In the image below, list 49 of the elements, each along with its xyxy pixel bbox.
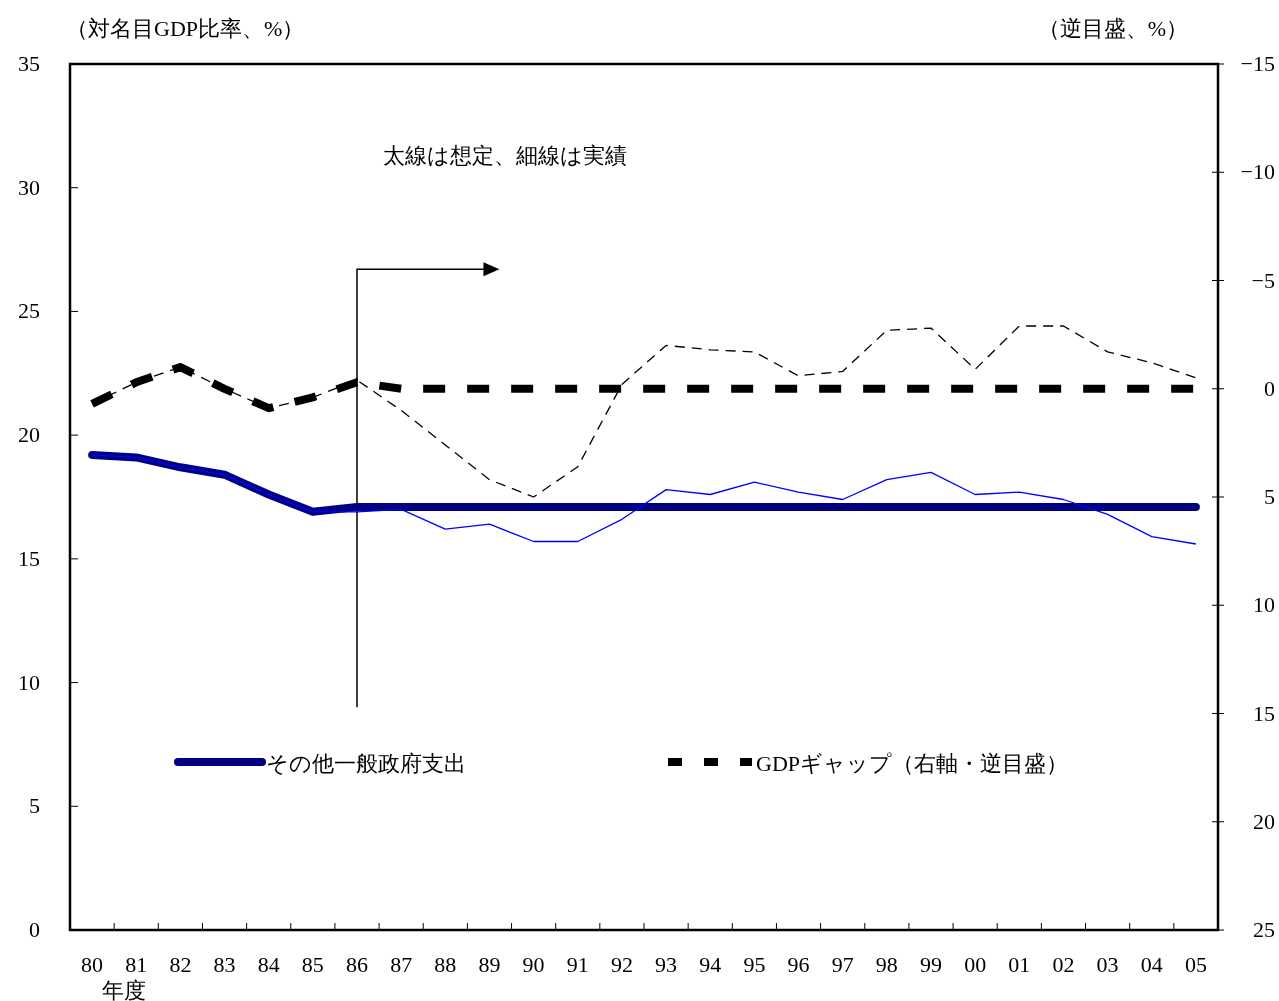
y2-tick-label: 15 (1253, 700, 1275, 726)
legend-label: GDPギャップ（右軸・逆目盛） (756, 751, 1069, 776)
x-tick-label: 91 (566, 952, 589, 977)
x-tick-label: 96 (787, 952, 810, 977)
y2-tick-label: 5 (1264, 484, 1275, 509)
y-tick-label: 0 (29, 917, 40, 942)
x-tick-label: 80 (81, 952, 104, 977)
x-tick-label: 95 (743, 952, 766, 977)
x-tick-label: 89 (478, 952, 501, 977)
x-tick-label: 84 (257, 952, 280, 977)
x-tick-label: 86 (346, 952, 368, 977)
x-tick-label: 82 (169, 952, 192, 977)
x-tick-label: 00 (964, 952, 987, 977)
y2-tick-label: −5 (1251, 267, 1275, 293)
y2-tick-label: 0 (1264, 375, 1275, 401)
x-tick-label: 90 (522, 952, 545, 977)
annotation: 太線は想定、細線は実績 (383, 143, 627, 168)
y-tick-label: 10 (18, 669, 40, 695)
x-tick-label: 05 (1184, 952, 1207, 977)
x-tick-label: 92 (610, 952, 633, 977)
x-tick-label: 88 (434, 952, 457, 977)
x-axis-title: 年度 (102, 978, 147, 1001)
y2-axis-title: （逆目盛、%） (1037, 16, 1188, 41)
y-tick-label: 5 (29, 793, 40, 819)
y2-tick-label: 20 (1253, 808, 1275, 834)
x-tick-label: 87 (390, 952, 413, 977)
x-tick-label: 93 (655, 952, 678, 977)
y2-tick-label: −10 (1240, 159, 1275, 185)
x-tick-label: 85 (301, 952, 324, 977)
x-tick-label: 04 (1140, 952, 1163, 977)
legend-label: その他一般政府支出 (266, 751, 466, 776)
x-tick-label: 01 (1008, 952, 1031, 977)
x-tick-label: 97 (831, 952, 854, 977)
y-tick-label: 25 (18, 298, 40, 324)
y2-tick-label: −15 (1240, 51, 1275, 76)
x-tick-label: 99 (920, 952, 942, 977)
y2-tick-label: 25 (1253, 917, 1275, 942)
y-tick-label: 20 (18, 422, 40, 448)
x-tick-label: 94 (699, 952, 722, 977)
y2-tick-label: 10 (1253, 592, 1275, 618)
y-tick-label: 30 (18, 174, 40, 200)
x-tick-label: 02 (1052, 952, 1075, 977)
y-tick-label: 35 (18, 51, 40, 76)
x-tick-label: 83 (213, 952, 236, 977)
x-tick-label: 98 (875, 952, 898, 977)
x-tick-label: 03 (1096, 952, 1119, 977)
y-tick-label: 15 (18, 545, 40, 571)
y-axis-title: （対名目GDP比率、%） (66, 16, 305, 41)
x-tick-label: 81 (125, 952, 148, 977)
